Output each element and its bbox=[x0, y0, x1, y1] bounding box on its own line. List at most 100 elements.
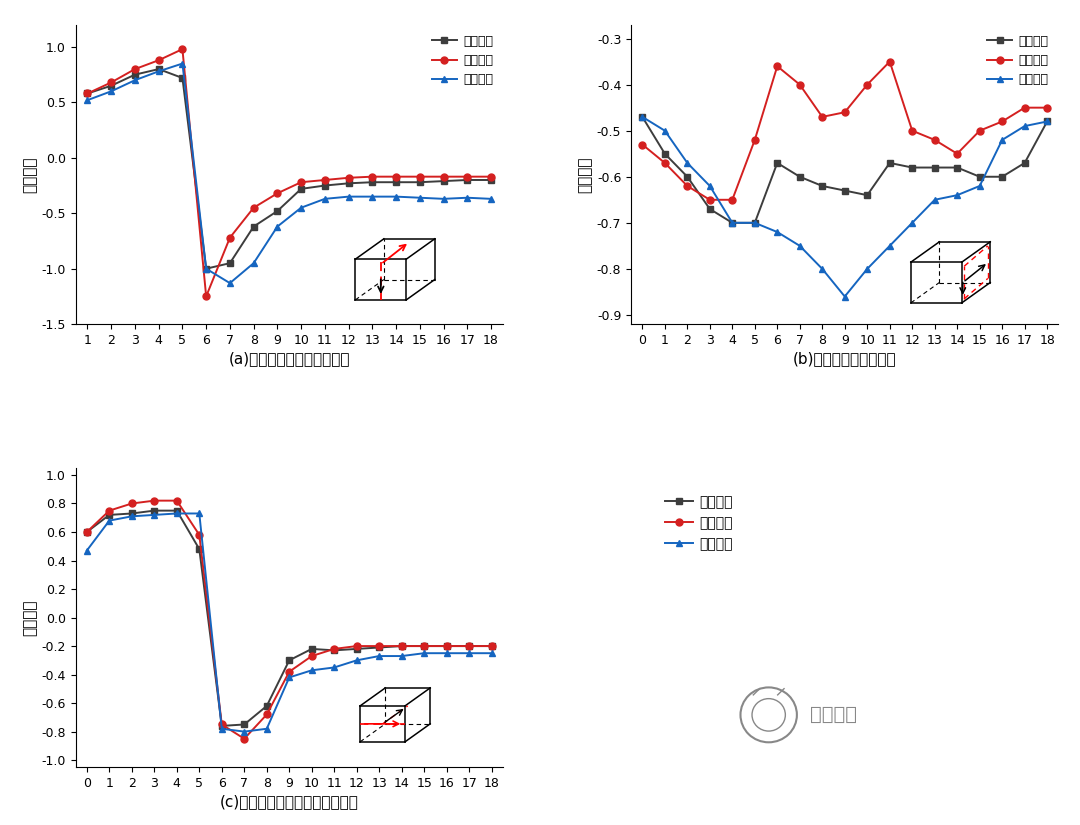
现场实测 bbox=[906, 218, 919, 228]
风洞试验 bbox=[103, 510, 116, 520]
数值模拟 bbox=[441, 641, 454, 651]
现场实测 bbox=[319, 194, 332, 204]
数值模拟 bbox=[148, 496, 161, 506]
风洞试验 bbox=[152, 64, 165, 74]
现场实测 bbox=[815, 264, 828, 274]
数值模拟 bbox=[771, 61, 784, 71]
风洞试验 bbox=[306, 644, 319, 654]
现场实测 bbox=[1041, 116, 1054, 126]
风洞试验 bbox=[350, 644, 363, 654]
风洞试验 bbox=[342, 178, 355, 188]
现场实测 bbox=[200, 264, 213, 274]
数值模拟 bbox=[748, 135, 761, 145]
风洞试验 bbox=[295, 184, 308, 194]
数值模拟 bbox=[105, 78, 118, 87]
数值模拟 bbox=[373, 641, 386, 651]
数值模拟 bbox=[125, 498, 138, 508]
数值模拟 bbox=[815, 112, 828, 122]
数值模拟 bbox=[176, 45, 189, 54]
Y-axis label: 风压系数: 风压系数 bbox=[578, 156, 593, 193]
风洞试验 bbox=[461, 175, 474, 185]
现场实测 bbox=[129, 75, 141, 85]
数值模拟 bbox=[171, 496, 184, 506]
风洞试验 bbox=[193, 544, 206, 554]
数值模拟 bbox=[129, 64, 141, 74]
风洞试验 bbox=[319, 181, 332, 191]
数值模拟 bbox=[680, 181, 693, 191]
数值模拟 bbox=[238, 733, 251, 743]
风洞试验 bbox=[327, 645, 340, 655]
现场实测 bbox=[973, 181, 986, 191]
风洞试验 bbox=[906, 163, 919, 172]
现场实测 bbox=[659, 125, 672, 135]
Legend: 风洞试验, 数值模拟, 现场实测: 风洞试验, 数值模拟, 现场实测 bbox=[428, 31, 497, 90]
数值模拟 bbox=[319, 175, 332, 185]
现场实测 bbox=[373, 651, 386, 661]
数值模拟 bbox=[462, 641, 475, 651]
风洞试验 bbox=[81, 88, 94, 98]
现场实测 bbox=[81, 95, 94, 105]
现场实测 bbox=[462, 648, 475, 658]
现场实测 bbox=[306, 665, 319, 675]
数值模拟 bbox=[461, 172, 474, 182]
风洞试验 bbox=[485, 641, 498, 651]
Line: 风洞试验: 风洞试验 bbox=[83, 507, 495, 729]
数值模拟 bbox=[1018, 102, 1031, 112]
风洞试验 bbox=[794, 172, 807, 182]
风洞试验 bbox=[485, 175, 498, 185]
风洞试验 bbox=[80, 527, 93, 537]
Line: 风洞试验: 风洞试验 bbox=[84, 66, 495, 272]
风洞试验 bbox=[680, 172, 693, 182]
现场实测 bbox=[748, 218, 761, 228]
风洞试验 bbox=[1018, 158, 1031, 167]
现场实测 bbox=[125, 512, 138, 521]
数值模拟 bbox=[414, 172, 427, 182]
风洞试验 bbox=[883, 158, 896, 167]
现场实测 bbox=[680, 158, 693, 167]
风洞试验 bbox=[838, 186, 851, 196]
风洞试验 bbox=[260, 701, 273, 711]
现场实测 bbox=[260, 724, 273, 733]
现场实测 bbox=[327, 662, 340, 672]
数值模拟 bbox=[883, 57, 896, 67]
现场实测 bbox=[247, 258, 260, 268]
数值模拟 bbox=[342, 172, 355, 182]
数值模拟 bbox=[418, 641, 431, 651]
数值模拟 bbox=[950, 148, 963, 158]
风洞试验 bbox=[973, 172, 986, 182]
风洞试验 bbox=[1041, 116, 1054, 126]
数值模拟 bbox=[1041, 102, 1054, 112]
现场实测 bbox=[176, 59, 189, 68]
Line: 现场实测: 现场实测 bbox=[83, 510, 495, 735]
数值模拟 bbox=[224, 233, 237, 243]
数值模拟 bbox=[306, 651, 319, 661]
现场实测 bbox=[726, 218, 739, 228]
数值模拟 bbox=[928, 135, 941, 145]
Line: 现场实测: 现场实测 bbox=[639, 113, 1051, 300]
风洞试验 bbox=[238, 719, 251, 729]
数值模拟 bbox=[215, 719, 228, 729]
现场实测 bbox=[390, 191, 403, 201]
现场实测 bbox=[105, 87, 118, 97]
数值模拟 bbox=[973, 125, 986, 135]
风洞试验 bbox=[928, 163, 941, 172]
现场实测 bbox=[996, 135, 1009, 145]
数值模拟 bbox=[996, 116, 1009, 126]
现场实测 bbox=[414, 193, 427, 203]
现场实测 bbox=[395, 651, 408, 661]
风洞试验 bbox=[148, 506, 161, 516]
现场实测 bbox=[283, 672, 296, 682]
数值模拟 bbox=[861, 80, 874, 90]
风洞试验 bbox=[462, 641, 475, 651]
数值模拟 bbox=[193, 530, 206, 540]
数值模拟 bbox=[327, 644, 340, 654]
数值模拟 bbox=[366, 172, 379, 182]
数值模拟 bbox=[81, 88, 94, 98]
Line: 风洞试验: 风洞试验 bbox=[639, 113, 1051, 226]
现场实测 bbox=[1018, 121, 1031, 131]
数值模拟 bbox=[659, 158, 672, 167]
风洞试验 bbox=[861, 191, 874, 200]
Legend: 风洞试验, 数值模拟, 现场实测: 风洞试验, 数值模拟, 现场实测 bbox=[660, 490, 739, 557]
Line: 数值模拟: 数值模拟 bbox=[84, 45, 495, 300]
数值模拟 bbox=[703, 195, 716, 205]
